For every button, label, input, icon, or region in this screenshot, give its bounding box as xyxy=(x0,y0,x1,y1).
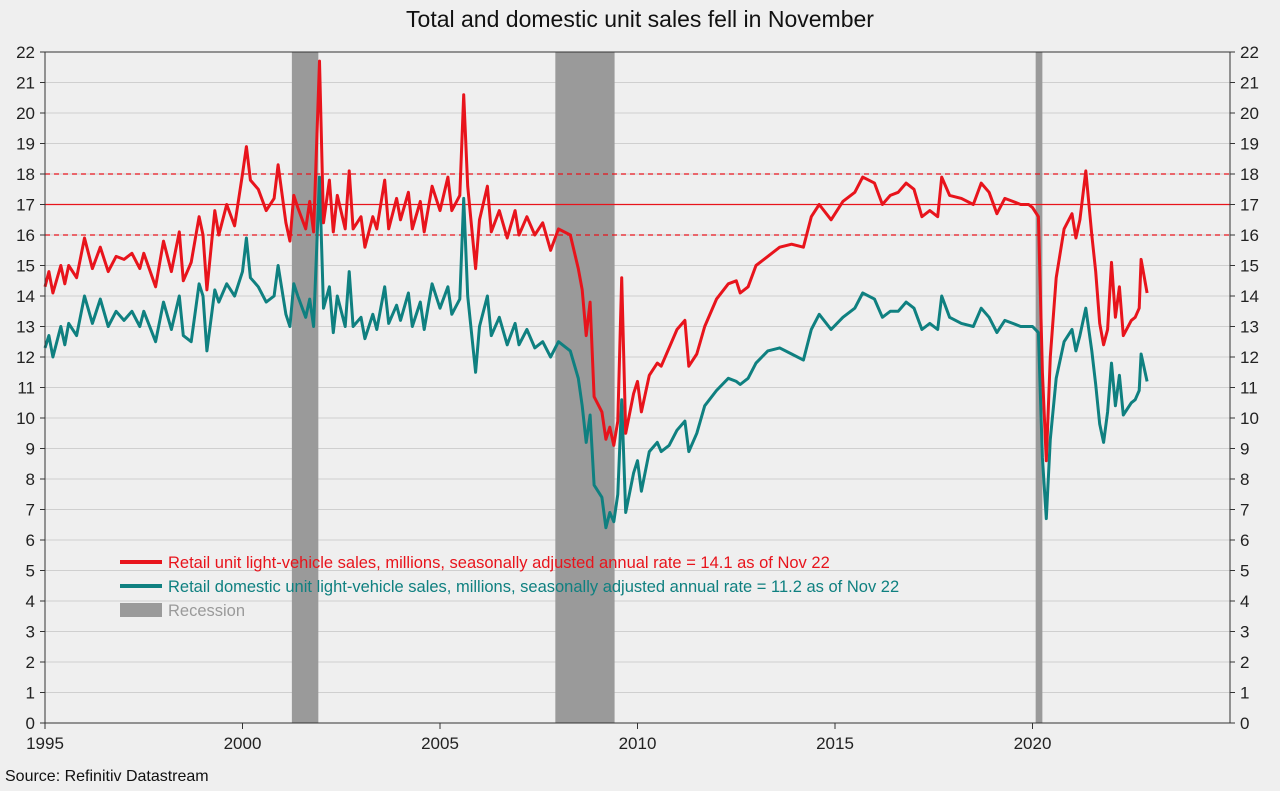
legend-label: Retail domestic unit light-vehicle sales… xyxy=(168,578,899,596)
y-tick-label-left: 14 xyxy=(16,287,35,306)
x-tick-label: 2020 xyxy=(1014,734,1052,753)
y-tick-label-right: 19 xyxy=(1240,135,1259,154)
chart-title: Total and domestic unit sales fell in No… xyxy=(406,6,874,32)
x-tick-label: 2015 xyxy=(816,734,854,753)
y-tick-label-right: 21 xyxy=(1240,74,1259,93)
y-tick-label-left: 18 xyxy=(16,165,35,184)
y-tick-label-left: 22 xyxy=(16,43,35,62)
y-tick-label-right: 16 xyxy=(1240,226,1259,245)
y-tick-label-left: 16 xyxy=(16,226,35,245)
y-tick-label-left: 13 xyxy=(16,318,35,337)
y-tick-label-right: 11 xyxy=(1240,379,1258,398)
x-tick-label: 2010 xyxy=(619,734,657,753)
y-tick-label-left: 15 xyxy=(16,257,35,276)
y-tick-label-right: 0 xyxy=(1240,714,1249,733)
recession-band xyxy=(291,52,319,723)
y-tick-label-left: 4 xyxy=(26,592,35,611)
y-tick-label-left: 2 xyxy=(26,653,35,672)
x-tick-label: 1995 xyxy=(26,734,64,753)
recession-band xyxy=(555,52,615,723)
x-axis: 1995 2000 2005 2010 2015 2020 xyxy=(26,723,1051,753)
legend-label: Retail unit light-vehicle sales, million… xyxy=(168,554,830,572)
reference-lines xyxy=(45,173,1230,236)
x-tick-label: 2000 xyxy=(224,734,262,753)
y-tick-label-left: 3 xyxy=(26,623,35,642)
y-tick-label-left: 6 xyxy=(26,531,35,550)
y-tick-label-left: 21 xyxy=(16,74,35,93)
y-tick-label-right: 13 xyxy=(1240,318,1259,337)
y-tick-label-right: 5 xyxy=(1240,562,1249,581)
y-tick-label-right: 20 xyxy=(1240,104,1259,123)
y-tick-label-left: 1 xyxy=(26,684,35,703)
y-tick-label-right: 3 xyxy=(1240,623,1249,642)
y-tick-label-right: 4 xyxy=(1240,592,1249,611)
series-line xyxy=(43,175,1149,530)
y-tick-label-left: 5 xyxy=(26,562,35,581)
y-tick-label-left: 20 xyxy=(16,104,35,123)
y-tick-label-left: 0 xyxy=(26,714,35,733)
y-tick-label-right: 9 xyxy=(1240,440,1249,459)
y-tick-label-right: 14 xyxy=(1240,287,1259,306)
series-lines xyxy=(43,59,1149,530)
x-tick-label: 2005 xyxy=(421,734,459,753)
y-tick-label-right: 7 xyxy=(1240,501,1249,520)
y-tick-label-left: 17 xyxy=(16,196,35,215)
y-tick-label-left: 9 xyxy=(26,440,35,459)
y-tick-label-left: 10 xyxy=(16,409,35,428)
y-tick-label-left: 11 xyxy=(17,379,35,398)
y-tick-label-left: 19 xyxy=(16,135,35,154)
y-tick-label-right: 15 xyxy=(1240,257,1259,276)
y-tick-label-left: 12 xyxy=(16,348,35,367)
y-tick-label-right: 22 xyxy=(1240,43,1259,62)
source-note: Source: Refinitiv Datastream xyxy=(5,768,209,785)
y-tick-label-right: 1 xyxy=(1240,684,1249,703)
y-tick-label-left: 7 xyxy=(26,501,35,520)
legend: Retail unit light-vehicle sales, million… xyxy=(120,554,899,620)
series-line xyxy=(43,59,1149,463)
y-tick-label-left: 8 xyxy=(26,470,35,489)
y-tick-label-right: 6 xyxy=(1240,531,1249,550)
y-tick-label-right: 12 xyxy=(1240,348,1259,367)
y-tick-label-right: 18 xyxy=(1240,165,1259,184)
y-tick-label-right: 10 xyxy=(1240,409,1259,428)
y-tick-label-right: 2 xyxy=(1240,653,1249,672)
y-tick-label-right: 17 xyxy=(1240,196,1259,215)
grid xyxy=(45,51,1230,724)
y-tick-label-right: 8 xyxy=(1240,470,1249,489)
legend-label: Recession xyxy=(168,602,245,620)
legend-swatch xyxy=(120,603,162,617)
